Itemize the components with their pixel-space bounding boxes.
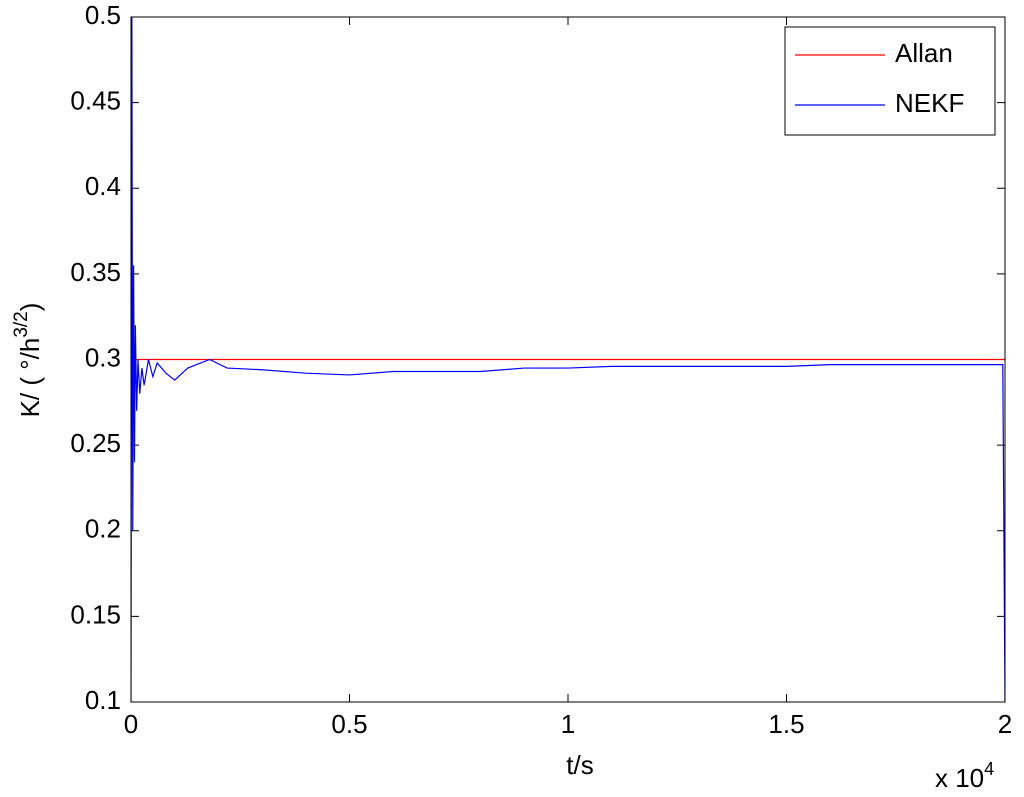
legend-label: NEKF	[895, 88, 964, 118]
x-multiplier-base: x 10	[935, 763, 984, 793]
y-tick-label: 0.1	[85, 685, 121, 715]
y-tick-label: 0.45	[70, 86, 121, 116]
axes-box	[130, 16, 1006, 703]
x-multiplier: x 104	[935, 759, 994, 793]
y-label-main: K/ ( °/h	[15, 338, 45, 418]
x-tick-label: 0.5	[331, 709, 367, 739]
y-axis-label: K/ ( °/h3/2)	[11, 303, 45, 418]
legend-label: Allan	[895, 38, 953, 68]
y-tick-label: 0.5	[85, 0, 121, 30]
y-label-exponent: 3/2	[11, 311, 32, 337]
y-tick-label: 0.25	[70, 428, 121, 458]
legend-box	[784, 26, 996, 136]
x-tick-label: 0	[124, 709, 138, 739]
y-tick-label: 0.35	[70, 257, 121, 287]
y-tick-label: 0.15	[70, 599, 121, 629]
y-tick-label: 0.4	[85, 171, 121, 201]
y-tick-label: 0.2	[85, 514, 121, 544]
x-tick-label: 1	[561, 709, 575, 739]
y-label-close: )	[15, 303, 45, 312]
x-multiplier-exponent: 4	[984, 759, 994, 779]
y-tick-label: 0.3	[85, 342, 121, 372]
series-line	[131, 17, 1005, 702]
x-tick-label: 1.5	[768, 709, 804, 739]
x-tick-label: 2	[998, 709, 1012, 739]
x-axis-label: t/s	[566, 750, 593, 780]
